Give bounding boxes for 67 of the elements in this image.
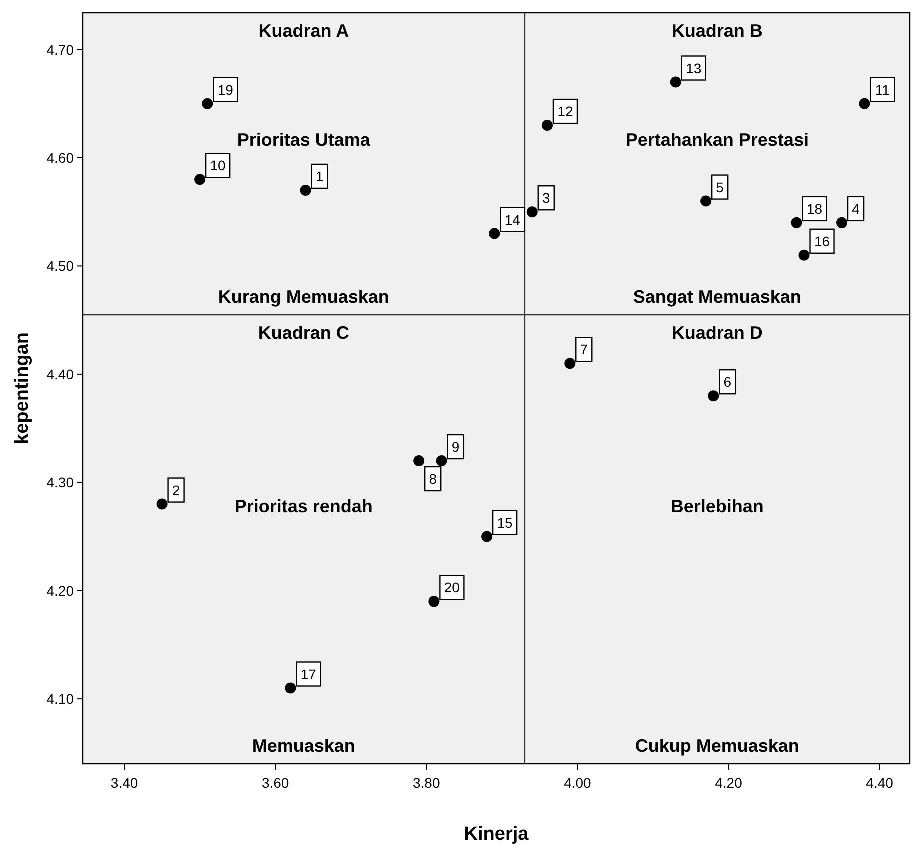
annotation: 13 — [686, 60, 702, 76]
point — [670, 76, 682, 88]
annotation: 14 — [504, 212, 521, 228]
annotation: 8 — [429, 471, 438, 488]
annotation: 12 — [558, 104, 574, 120]
x-tick-label: 3.60 — [262, 775, 290, 791]
annotation: Kuadran C — [258, 322, 350, 343]
annotation: Kuadran B — [672, 21, 763, 41]
y-tick-label: 4.30 — [46, 474, 74, 491]
x-axis-title: Kinerja — [464, 824, 530, 845]
point — [156, 498, 168, 510]
point — [489, 228, 500, 240]
annotation: Berlebihan — [670, 496, 764, 517]
point — [700, 196, 712, 207]
point — [526, 206, 538, 218]
annotation: 1 — [316, 168, 324, 184]
annotation: Kuadran A — [258, 21, 350, 41]
point — [708, 390, 720, 402]
x-tick-label: 4.40 — [866, 775, 894, 791]
annotation: Pertahankan Prestasi — [626, 130, 809, 150]
point — [194, 174, 206, 186]
y-tick-label: 4.20 — [46, 582, 74, 599]
x-tick-label: 3.80 — [413, 775, 440, 791]
annotation: 19 — [218, 82, 234, 98]
point — [798, 250, 810, 261]
x-tick-label: 4.00 — [564, 775, 592, 791]
annotation: 20 — [444, 580, 460, 596]
y-axis-title: kepentingan — [12, 332, 33, 444]
point — [836, 217, 848, 228]
point — [300, 184, 312, 196]
point — [428, 596, 440, 608]
annotation: 16 — [814, 233, 830, 250]
point — [436, 456, 448, 467]
annotation: Prioritas rendah — [234, 496, 373, 517]
annotation: 11 — [875, 82, 890, 98]
x-tick-label: 4.20 — [715, 775, 743, 791]
y-tick-label: 4.50 — [46, 258, 74, 274]
y-tick-label: 4.40 — [46, 366, 74, 382]
annotation: 3 — [542, 190, 550, 206]
point — [859, 98, 870, 110]
point — [414, 456, 425, 467]
annotation: 7 — [580, 342, 588, 358]
annotation: 17 — [300, 666, 317, 682]
point — [482, 531, 493, 542]
point — [542, 120, 553, 132]
annotation: Memuaskan — [252, 736, 356, 756]
annotation: 4 — [852, 200, 860, 217]
annotation: Prioritas Utama — [237, 130, 372, 150]
annotation: 5 — [716, 179, 724, 196]
y-tick-label: 4.70 — [46, 42, 74, 58]
point — [791, 217, 802, 228]
annotation: Kurang Memuaskan — [218, 286, 390, 307]
point — [202, 98, 214, 110]
annotation: Cukup Memuaskan — [635, 736, 800, 756]
point — [285, 682, 296, 694]
annotation: Kuadran D — [672, 322, 763, 343]
annotation: 6 — [724, 374, 732, 390]
annotation: 9 — [452, 439, 460, 456]
annotation: 10 — [210, 158, 226, 174]
annotation: 15 — [497, 514, 514, 531]
point — [564, 358, 576, 370]
annotation: 2 — [172, 482, 180, 498]
y-tick-label: 4.10 — [46, 691, 74, 708]
annotation: 18 — [806, 200, 823, 217]
y-tick-label: 4.60 — [46, 150, 74, 166]
annotation: Sangat Memuaskan — [633, 286, 802, 307]
x-tick-label: 3.40 — [110, 775, 138, 791]
